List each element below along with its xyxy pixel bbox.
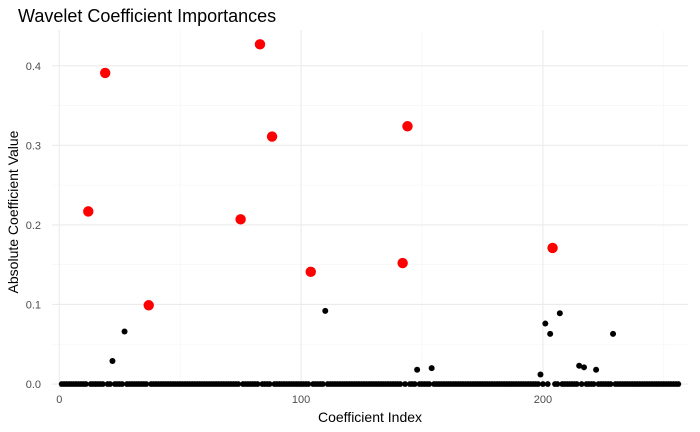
- y-tick-label: 0.1: [26, 299, 41, 311]
- zero-coefficient-point: [554, 381, 561, 387]
- zero-coefficient-point: [119, 381, 126, 387]
- important-coefficient-point: [254, 39, 266, 50]
- coefficient-point: [537, 371, 544, 378]
- coefficient-point: [610, 330, 617, 337]
- highlighted-points-layer: [83, 39, 558, 311]
- coefficient-point: [593, 366, 600, 373]
- x-tick-label: 100: [292, 394, 310, 406]
- important-coefficient-point: [397, 257, 408, 269]
- tick-labels-layer: 0 100 200 0.0 0.1 0.2 0.3 0.4: [26, 61, 552, 406]
- zero-coefficient-point: [544, 381, 551, 387]
- important-coefficient-point: [100, 67, 111, 79]
- zero-coefficient-point: [675, 381, 682, 387]
- coefficient-point: [547, 330, 554, 337]
- y-tick-label: 0.4: [26, 61, 41, 73]
- coefficient-point: [581, 364, 588, 371]
- zero-coefficient-point: [402, 381, 408, 387]
- y-axis-title: Absolute Coefficient Value: [5, 130, 21, 293]
- zero-coefficient-point: [590, 381, 597, 387]
- important-coefficient-point: [143, 300, 154, 311]
- y-tick-label: 0.0: [26, 379, 41, 391]
- zero-coefficient-point: [235, 381, 242, 387]
- zero-coefficient-point: [107, 381, 113, 387]
- zero-coefficient-point: [397, 381, 404, 387]
- zero-coefficient-point: [411, 381, 418, 387]
- coefficient-point: [109, 357, 116, 364]
- y-tick-label: 0.3: [26, 140, 41, 152]
- zero-coefficient-point: [254, 381, 261, 387]
- zero-coefficient-point: [540, 381, 546, 387]
- grid-layer: [52, 30, 688, 388]
- coefficient-point: [322, 307, 329, 314]
- zero-coefficient-point: [573, 381, 580, 387]
- x-axis-title: Coefficient Index: [318, 409, 422, 425]
- coefficient-point: [121, 328, 128, 335]
- zero-coefficient-point: [99, 381, 106, 387]
- zero-coefficient-point: [607, 381, 614, 387]
- zero-coefficient-point: [578, 381, 585, 387]
- important-coefficient-point: [402, 121, 413, 132]
- important-coefficient-point: [83, 206, 94, 217]
- nonzero-points-layer: [109, 307, 617, 378]
- important-coefficient-point: [266, 131, 278, 142]
- coefficient-point: [542, 320, 549, 327]
- important-coefficient-point: [235, 214, 246, 225]
- y-tick-label: 0.2: [26, 220, 41, 232]
- zero-coefficient-point: [305, 381, 312, 387]
- x-tick-label: 0: [56, 394, 62, 406]
- zero-points-layer: [58, 381, 682, 387]
- coefficient-point: [556, 310, 563, 317]
- coefficient-point: [414, 366, 421, 373]
- zero-coefficient-point: [535, 381, 541, 387]
- important-coefficient-point: [305, 266, 316, 278]
- coefficient-point: [428, 365, 435, 372]
- important-coefficient-point: [547, 242, 558, 254]
- zero-coefficient-point: [82, 381, 89, 387]
- zero-coefficient-point: [266, 381, 273, 387]
- coefficient-point: [576, 362, 583, 369]
- zero-coefficient-point: [143, 381, 150, 387]
- zero-coefficient-point: [319, 381, 326, 387]
- chart-title: Wavelet Coefficient Importances: [18, 6, 276, 26]
- zero-coefficient-point: [426, 381, 433, 387]
- x-tick-label: 200: [534, 394, 552, 406]
